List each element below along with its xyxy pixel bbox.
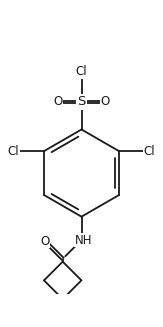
Text: Cl: Cl <box>144 145 155 158</box>
Text: O: O <box>100 95 110 108</box>
Text: Cl: Cl <box>76 65 87 78</box>
Text: O: O <box>40 235 50 248</box>
Text: NH: NH <box>74 233 92 247</box>
Text: S: S <box>77 95 86 108</box>
Text: Cl: Cl <box>8 145 19 158</box>
Text: O: O <box>53 95 63 108</box>
